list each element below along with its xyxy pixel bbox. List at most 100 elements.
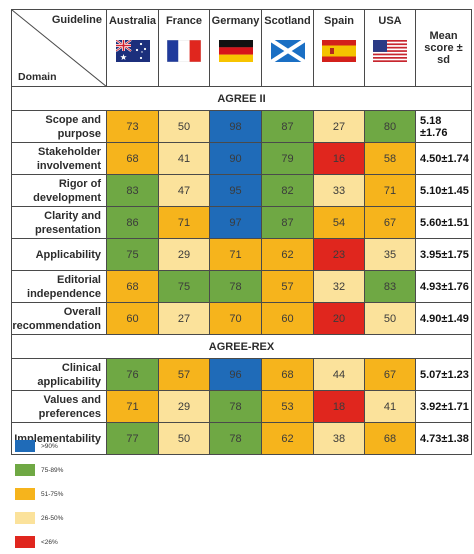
- domain-name-line: involvement: [36, 159, 101, 172]
- score-cell: 41: [364, 390, 416, 423]
- score-cell: 50: [158, 422, 210, 455]
- score-cell: 73: [106, 110, 159, 143]
- legend-item: 51-75%: [15, 482, 63, 506]
- header-corner-cell: Guideline Domain: [11, 9, 107, 87]
- section-header-row: AGREE-REX: [11, 334, 472, 359]
- domain-name-line: Scope and: [45, 113, 101, 126]
- domain-name-line: purpose: [57, 127, 101, 140]
- mean-score-line: 5.18: [420, 114, 442, 127]
- score-cell: 67: [364, 206, 416, 239]
- score-cell: 83: [364, 270, 416, 303]
- mean-score-line: 5.60±1.51: [420, 216, 469, 229]
- score-cell: 78: [209, 270, 262, 303]
- score-cell: 47: [158, 174, 210, 207]
- diagonal-divider: [12, 10, 106, 86]
- section-title: AGREE-REX: [11, 334, 472, 359]
- domain-name-line: Editorial: [56, 273, 101, 286]
- domain-name-line: Stakeholder: [38, 145, 101, 158]
- legend-swatch: [15, 440, 35, 452]
- table-row: Values and preferences 71 29 78 53 18 41 3.92±1.…: [11, 390, 472, 423]
- score-cell: 80: [364, 110, 416, 143]
- domain-name-line: Applicability: [35, 248, 101, 261]
- mean-score-cell: 4.50±1.74: [415, 142, 472, 175]
- score-cell: 68: [261, 358, 314, 391]
- score-cell: 68: [364, 422, 416, 455]
- domain-name-line: Values and: [43, 393, 101, 406]
- country-header-germany: Germany: [209, 9, 262, 87]
- legend-swatch: [15, 536, 35, 548]
- domain-name-line: Implementability: [14, 432, 101, 445]
- germany-flag-icon: [218, 40, 253, 62]
- section-header-row: AGREE II: [11, 86, 472, 111]
- score-cell: 23: [313, 238, 365, 271]
- legend-label: <26%: [41, 538, 58, 546]
- country-name: Scotland: [264, 15, 311, 27]
- country-header-australia: Australia: [106, 9, 159, 87]
- country-name: France: [165, 15, 203, 27]
- legend-label: 75-89%: [41, 466, 64, 474]
- mean-score-cell: 5.10±1.45: [415, 174, 472, 207]
- mean-score-line: 3.92±1.71: [420, 400, 469, 413]
- agree-scores-table: Guideline Domain Australia: [11, 9, 472, 455]
- mean-score-line: 3.95±1.75: [420, 248, 469, 261]
- domain-name: Implementability: [11, 422, 107, 455]
- domain-name-line: preferences: [38, 407, 101, 420]
- legend-label: >90%: [41, 442, 58, 450]
- score-cell: 62: [261, 238, 314, 271]
- score-cell: 78: [209, 390, 262, 423]
- country-name: Australia: [108, 15, 157, 27]
- mean-header-line: score ±: [424, 42, 463, 54]
- mean-score-line: 5.07±1.23: [420, 368, 469, 381]
- score-cell: 95: [209, 174, 262, 207]
- score-cell: 71: [209, 238, 262, 271]
- color-legend: >90% 75-89% 51-75% 26-50% <26%: [15, 434, 63, 554]
- header-row: Guideline Domain Australia: [11, 9, 472, 87]
- domain-name-line: applicability: [37, 375, 101, 388]
- guideline-label: Guideline: [51, 14, 102, 26]
- country-name: Spain: [324, 15, 354, 27]
- mean-header-line: sd: [437, 54, 450, 66]
- mean-score-cell: 4.73±1.38: [415, 422, 472, 455]
- domain-name: Stakeholder involvement: [11, 142, 107, 175]
- table-row: Applicability 75 29 71 62 23 35 3.95±1.75: [11, 238, 472, 271]
- domain-name: Scope and purpose: [11, 110, 107, 143]
- score-cell: 86: [106, 206, 159, 239]
- domain-name: Clinical applicability: [11, 358, 107, 391]
- domain-name-line: presentation: [34, 223, 101, 236]
- score-cell: 57: [261, 270, 314, 303]
- score-cell: 60: [261, 302, 314, 335]
- score-cell: 54: [313, 206, 365, 239]
- domain-name-line: recommendation: [12, 319, 101, 332]
- domain-name-line: Clarity and: [44, 209, 101, 222]
- score-cell: 60: [106, 302, 159, 335]
- country-header-spain: Spain: [313, 9, 365, 87]
- table-row: Implementability 77 50 78 62 38 68 4.73±1.38: [11, 422, 472, 455]
- legend-swatch: [15, 512, 35, 524]
- score-cell: 82: [261, 174, 314, 207]
- table-row: Overall recommendation 60 27 70 60 20 50 4.90±1.…: [11, 302, 472, 335]
- score-cell: 90: [209, 142, 262, 175]
- score-cell: 70: [209, 302, 262, 335]
- score-cell: 58: [364, 142, 416, 175]
- mean-header-line: Mean: [429, 30, 458, 42]
- mean-score-line: 4.73±1.38: [420, 432, 469, 445]
- score-cell: 33: [313, 174, 365, 207]
- legend-item: <26%: [15, 530, 63, 554]
- score-cell: 79: [261, 142, 314, 175]
- score-cell: 76: [106, 358, 159, 391]
- score-cell: 67: [364, 358, 416, 391]
- score-cell: 71: [158, 206, 210, 239]
- mean-score-cell: 4.90±1.49: [415, 302, 472, 335]
- score-cell: 75: [158, 270, 210, 303]
- table-row: Scope and purpose 73 50 98 87 27 80 5.18 ±1.76: [11, 110, 472, 143]
- mean-score-line: 4.90±1.49: [420, 312, 469, 325]
- score-cell: 50: [364, 302, 416, 335]
- score-cell: 53: [261, 390, 314, 423]
- legend-label: 51-75%: [41, 490, 64, 498]
- score-cell: 98: [209, 110, 262, 143]
- country-header-usa: USA: [364, 9, 416, 87]
- score-cell: 83: [106, 174, 159, 207]
- mean-score-cell: 5.60±1.51: [415, 206, 472, 239]
- country-header-scotland: Scotland: [261, 9, 314, 87]
- legend-swatch: [15, 464, 35, 476]
